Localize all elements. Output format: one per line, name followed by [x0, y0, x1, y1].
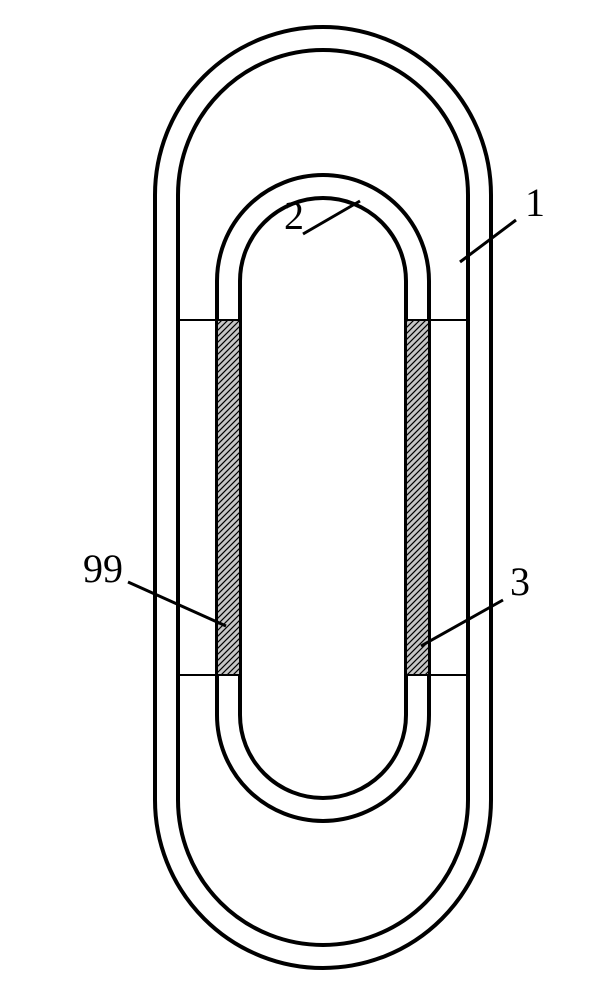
- callout-label-99: 99: [83, 546, 123, 591]
- inner-shell-outer-edge: [217, 175, 429, 821]
- callout-label-1: 1: [525, 180, 545, 225]
- shape-layer: [155, 27, 491, 968]
- leader-line-2: [303, 201, 360, 234]
- leader-line-layer: [128, 201, 516, 646]
- callout-label-2: 2: [284, 193, 304, 238]
- hatched-bar-left: [217, 320, 240, 675]
- inner-shell-inner-edge: [240, 198, 406, 798]
- hatched-bar-right: [406, 320, 429, 675]
- outer-shell-outer-edge: [155, 27, 491, 968]
- diagram-canvas: 1 2 3 99: [0, 0, 591, 1000]
- callout-label-3: 3: [510, 559, 530, 604]
- label-text-layer: 1 2 3 99: [83, 180, 545, 604]
